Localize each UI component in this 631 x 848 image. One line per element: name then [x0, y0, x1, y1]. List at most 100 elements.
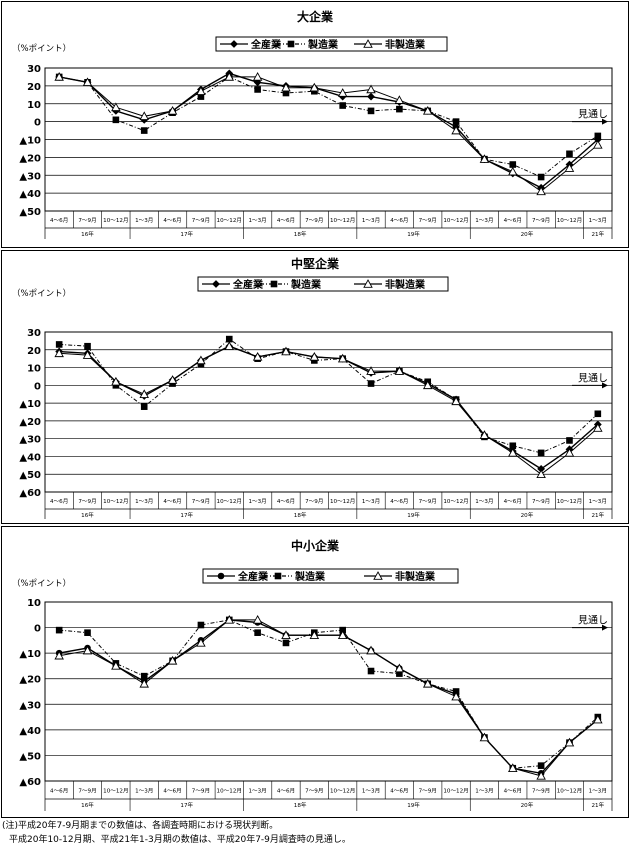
series-1 [55, 616, 602, 777]
y-tick-label: ▲20 [19, 675, 41, 686]
data-point [111, 660, 121, 670]
outlook-arrowhead [602, 382, 608, 389]
data-point [451, 125, 461, 135]
data-point [196, 355, 206, 365]
data-point [394, 663, 405, 673]
x-tick-label: 7～9月 [305, 217, 323, 224]
data-point [84, 629, 91, 636]
series-line [59, 619, 599, 775]
x-tick-label: 10～12月 [557, 498, 582, 505]
legend-label: 全産業 [232, 278, 264, 291]
data-point [254, 86, 261, 93]
data-point [337, 88, 348, 97]
data-point [55, 341, 63, 348]
x-tick-label: 4～6月 [277, 788, 295, 795]
legend-label: 製造業 [307, 38, 339, 51]
data-point [366, 645, 376, 655]
data-point [139, 678, 149, 688]
year-label: 19年 [407, 511, 420, 519]
legend-marker [373, 571, 383, 580]
legend-label: 全産業 [250, 38, 282, 51]
year-label: 16年 [81, 511, 94, 519]
data-point [593, 139, 603, 149]
y-tick-label: ▲50 [19, 470, 41, 481]
outlook-annotation: 見通し [578, 372, 608, 384]
y-tick-label: 30 [27, 64, 41, 75]
x-tick-label: 1～3月 [362, 498, 380, 505]
plot-frame [44, 331, 613, 493]
y-tick-label: ▲10 [19, 136, 41, 147]
x-tick-label: 4～6月 [50, 498, 68, 505]
data-point [337, 353, 348, 363]
outlook-annotation: 見通し [578, 109, 608, 121]
series-line [59, 619, 599, 777]
chart-title: 大企業 [297, 9, 334, 24]
series-line [59, 76, 599, 178]
data-point [140, 127, 148, 134]
x-tick-label: 1～3月 [475, 498, 493, 505]
data-point [197, 621, 205, 629]
series-line [59, 619, 599, 769]
year-label: 18年 [294, 230, 307, 238]
x-tick-label: 7～9月 [305, 498, 323, 505]
legend-label: 非製造業 [395, 570, 436, 583]
y-tick-label: ▲30 [19, 171, 41, 182]
data-point [54, 72, 64, 81]
data-point [509, 161, 517, 168]
x-tick-label: 7～9月 [78, 217, 96, 224]
data-point [479, 732, 490, 742]
series-line [59, 338, 599, 454]
x-tick-label: 10～12月 [557, 788, 582, 795]
x-tick-label: 4～6月 [277, 498, 295, 505]
year-label: 21年 [591, 511, 604, 519]
y-tick-label: ▲10 [19, 399, 41, 410]
plot-frame [44, 601, 613, 782]
data-point [422, 380, 433, 390]
data-point [339, 626, 346, 634]
y-axis-label: （%ポイント） [12, 578, 71, 589]
x-tick-label: 1～3月 [362, 217, 380, 224]
data-point [536, 770, 546, 780]
year-label: 16年 [81, 230, 94, 238]
data-point [367, 380, 375, 387]
year-label: 17年 [180, 230, 193, 238]
x-tick-label: 4～6月 [504, 498, 522, 505]
y-tick-label: ▲40 [19, 189, 41, 200]
data-point [366, 84, 376, 94]
data-point [396, 105, 403, 113]
legend-marker [274, 572, 282, 580]
y-tick-label: ▲40 [19, 726, 41, 737]
year-label: 17年 [180, 801, 193, 809]
data-point [139, 111, 149, 121]
y-tick-label: ▲60 [19, 777, 41, 788]
data-point [566, 150, 573, 158]
year-label: 20年 [521, 801, 534, 809]
legend-label: 全産業 [237, 570, 269, 583]
x-tick-label: 7～9月 [305, 788, 323, 795]
y-tick-label: 0 [34, 381, 41, 392]
x-tick-label: 4～6月 [50, 217, 68, 224]
x-tick-label: 10～12月 [103, 788, 128, 795]
legend: 全産業 製造業 非製造業 [197, 276, 449, 292]
x-tick-label: 7～9月 [192, 498, 210, 505]
series-3 [54, 341, 603, 478]
x-tick-label: 4～6月 [504, 788, 522, 795]
year-label: 17年 [180, 511, 193, 519]
data-point [254, 629, 261, 636]
data-point [55, 626, 63, 634]
data-point [536, 186, 546, 196]
data-point [508, 763, 518, 772]
x-tick-label: 4～6月 [277, 217, 295, 224]
y-axis-label: （%ポイント） [12, 43, 71, 54]
chart-panel-large: 大企業 （%ポイント） 全産業 製造業 非製造業 30 20 10 0 ▲10 ▲20 ▲30 ▲40 ▲… [1, 1, 629, 248]
y-tick-label: ▲40 [19, 452, 41, 463]
chart-title: 中小企業 [291, 538, 340, 553]
y-tick-label: 20 [27, 346, 41, 357]
x-tick-label: 1～3月 [248, 217, 266, 224]
x-tick-label: 10～12月 [217, 217, 242, 224]
chart-title: 中堅企業 [291, 256, 340, 271]
chart-small: 中小企業 （%ポイント） 全産業 製造業 非製造業 10 0 ▲10 ▲20 ▲30 ▲40 ▲50 ▲… [12, 538, 613, 811]
legend-label: 製造業 [294, 570, 326, 583]
data-point [282, 639, 290, 647]
y-tick-label: 10 [27, 364, 41, 375]
